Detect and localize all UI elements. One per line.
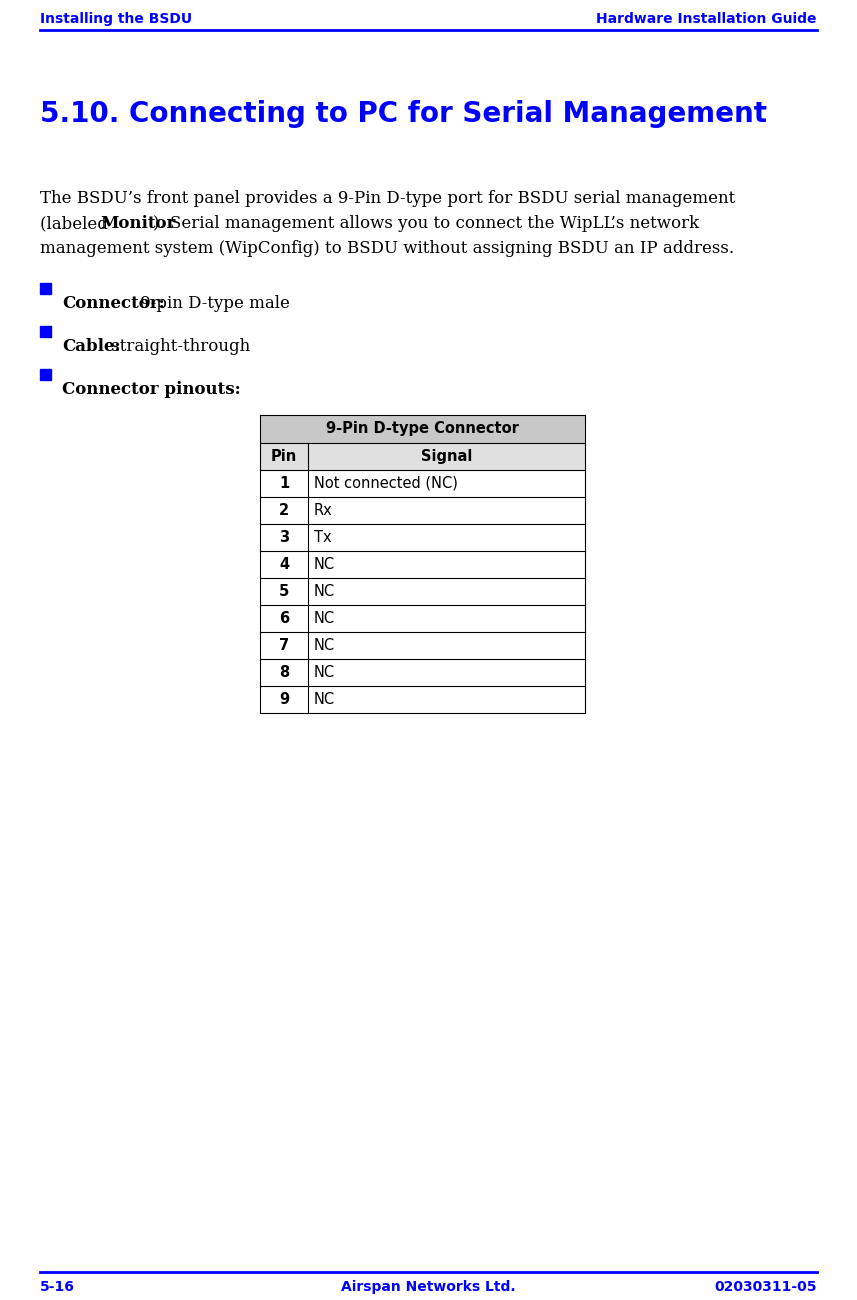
Bar <box>260 497 585 524</box>
Text: Rx: Rx <box>314 503 333 517</box>
Text: NC: NC <box>314 584 335 599</box>
Bar <box>40 369 51 380</box>
Bar <box>260 604 585 632</box>
Text: 5-16: 5-16 <box>40 1280 75 1294</box>
Text: 6: 6 <box>279 611 289 627</box>
Bar <box>260 524 585 551</box>
Text: straight-through: straight-through <box>106 338 250 355</box>
Text: 8: 8 <box>279 666 289 680</box>
Bar <box>260 686 585 712</box>
Bar <box>260 415 585 443</box>
Text: Monitor: Monitor <box>100 214 176 231</box>
Text: Connector pinouts:: Connector pinouts: <box>62 381 241 398</box>
Text: The BSDU’s front panel provides a 9-Pin D-type port for BSDU serial management: The BSDU’s front panel provides a 9-Pin … <box>40 190 735 207</box>
Text: 9: 9 <box>279 692 289 707</box>
Text: Cable:: Cable: <box>62 338 121 355</box>
Bar <box>260 471 585 497</box>
Text: 9-Pin D-type Connector: 9-Pin D-type Connector <box>326 421 519 437</box>
Bar <box>260 578 585 604</box>
Text: (labeled: (labeled <box>40 214 113 231</box>
Bar <box>40 283 51 294</box>
Text: ). Serial management allows you to connect the WipLL’s network: ). Serial management allows you to conne… <box>153 214 699 231</box>
Text: 7: 7 <box>279 638 289 653</box>
Text: 5.10. Connecting to PC for Serial Management: 5.10. Connecting to PC for Serial Manage… <box>40 100 767 127</box>
Text: Not connected (NC): Not connected (NC) <box>314 476 458 491</box>
Text: Pin: Pin <box>271 448 297 464</box>
Text: 9-pin D-type male: 9-pin D-type male <box>135 295 290 312</box>
Text: 4: 4 <box>279 556 289 572</box>
Text: Hardware Installation Guide: Hardware Installation Guide <box>596 12 817 26</box>
Bar <box>260 659 585 686</box>
Text: NC: NC <box>314 666 335 680</box>
Text: Signal: Signal <box>421 448 472 464</box>
Text: management system (WipConfig) to BSDU without assigning BSDU an IP address.: management system (WipConfig) to BSDU wi… <box>40 240 734 257</box>
Bar <box>40 326 51 337</box>
Text: 5: 5 <box>279 584 289 599</box>
Bar <box>260 551 585 578</box>
Text: 1: 1 <box>279 476 289 491</box>
Text: 3: 3 <box>279 530 289 545</box>
Text: NC: NC <box>314 556 335 572</box>
Text: Tx: Tx <box>314 530 332 545</box>
Text: NC: NC <box>314 692 335 707</box>
Text: Connector:: Connector: <box>62 295 165 312</box>
Text: 2: 2 <box>279 503 289 517</box>
Text: Airspan Networks Ltd.: Airspan Networks Ltd. <box>341 1280 516 1294</box>
Text: NC: NC <box>314 611 335 627</box>
Text: Installing the BSDU: Installing the BSDU <box>40 12 192 26</box>
Text: 02030311-05: 02030311-05 <box>715 1280 817 1294</box>
Text: NC: NC <box>314 638 335 653</box>
Bar <box>260 632 585 659</box>
Bar <box>260 443 585 471</box>
